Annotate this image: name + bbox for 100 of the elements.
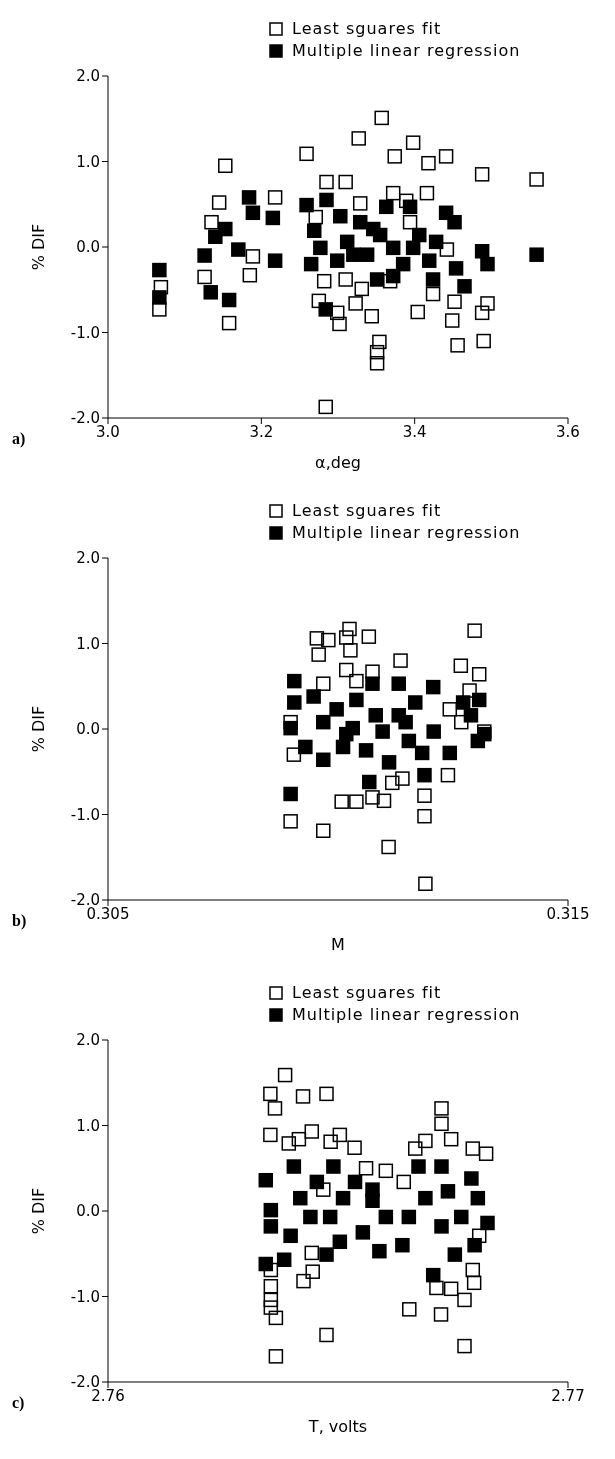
point (433, 1307, 449, 1322)
y-tick-label: 1.0 (76, 1116, 100, 1135)
point (286, 1159, 302, 1174)
point (245, 205, 261, 221)
x-axis-title: M (331, 935, 345, 954)
point (379, 199, 394, 215)
point (425, 1267, 441, 1283)
point (298, 739, 313, 755)
point (268, 1310, 284, 1326)
point (313, 240, 328, 256)
x-tick-label: 2.77 (551, 1386, 585, 1405)
point (376, 793, 392, 809)
point (152, 262, 167, 278)
point (440, 1184, 456, 1199)
point (309, 631, 325, 646)
point (348, 296, 363, 311)
point (316, 714, 331, 730)
y-tick-label: -1.0 (70, 805, 100, 824)
point (434, 1159, 449, 1174)
point (293, 1190, 308, 1206)
point (387, 149, 402, 164)
point (283, 1228, 298, 1244)
point (467, 1237, 482, 1253)
point (303, 256, 319, 272)
point (241, 190, 257, 205)
point (334, 794, 349, 809)
point (395, 1237, 410, 1253)
text: b) (12, 912, 27, 930)
point (417, 788, 432, 803)
point (242, 267, 258, 283)
point (434, 1116, 449, 1132)
point (263, 1219, 279, 1234)
point (203, 285, 218, 300)
point (221, 315, 237, 331)
point (385, 268, 401, 284)
point (374, 110, 389, 126)
point (204, 214, 219, 230)
point (478, 1146, 494, 1161)
point (444, 313, 460, 328)
text: c) (12, 1394, 25, 1412)
point (410, 304, 425, 320)
point (263, 1086, 278, 1102)
point (332, 1127, 348, 1143)
point (529, 172, 544, 187)
point (454, 1209, 469, 1225)
point (448, 261, 464, 276)
point (354, 281, 370, 297)
point (455, 695, 471, 710)
point (323, 1134, 338, 1149)
point (365, 790, 380, 805)
point (263, 1300, 279, 1315)
point (311, 647, 326, 662)
point (263, 1262, 279, 1278)
point (411, 1159, 426, 1174)
point (450, 338, 465, 353)
point (316, 676, 331, 691)
point (245, 249, 261, 264)
point (303, 1209, 318, 1225)
point (352, 196, 368, 211)
point (322, 1209, 338, 1225)
point (425, 679, 441, 695)
y-tick-label: 1.0 (76, 634, 100, 653)
point (365, 1182, 380, 1197)
point (442, 702, 458, 717)
point (339, 630, 354, 645)
point (316, 823, 331, 838)
point (476, 333, 491, 349)
point (417, 808, 432, 824)
point (339, 662, 354, 678)
point (329, 702, 344, 717)
point (429, 1280, 444, 1296)
point (402, 199, 418, 215)
point (319, 192, 334, 208)
point (467, 623, 482, 638)
point (349, 794, 364, 809)
point (398, 714, 413, 730)
point (258, 1256, 274, 1272)
point (287, 695, 302, 710)
point (369, 344, 385, 360)
point (359, 247, 375, 262)
legend-label: Multiple linear regression (292, 1004, 521, 1026)
point (329, 305, 345, 321)
point (369, 356, 385, 371)
point (408, 1141, 423, 1156)
point (372, 334, 387, 350)
point (283, 720, 298, 736)
point (304, 1124, 320, 1139)
point (211, 195, 227, 210)
point (438, 149, 454, 164)
point (304, 1245, 320, 1261)
point (287, 673, 302, 689)
point (417, 767, 432, 783)
point (447, 214, 462, 230)
y-tick-label: 2.0 (76, 67, 100, 86)
point (152, 290, 167, 305)
point (358, 1161, 374, 1176)
point (529, 247, 544, 262)
point (361, 629, 377, 644)
point (402, 1302, 417, 1317)
point (268, 1349, 284, 1364)
